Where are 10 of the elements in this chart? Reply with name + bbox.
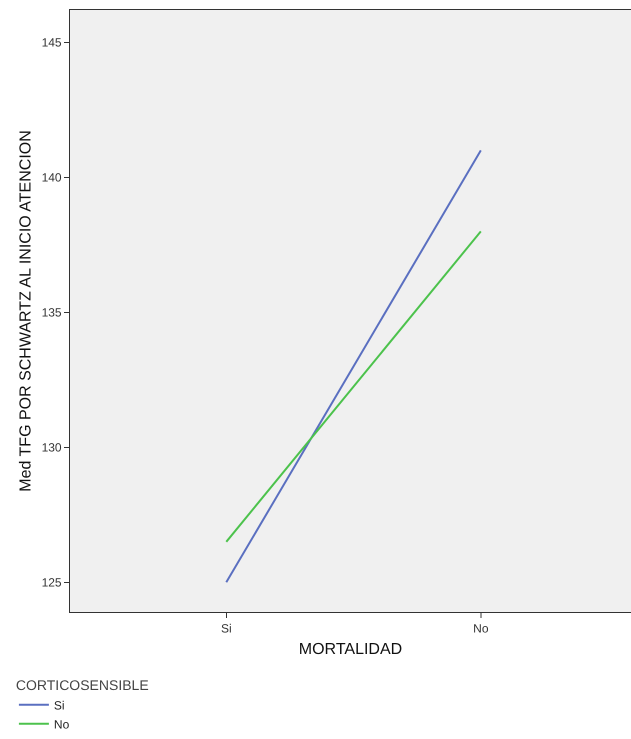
y-axis-title: Med TFG POR SCHWARTZ AL INICIO ATENCION [17, 130, 34, 492]
x-axis-title: MORTALIDAD [298, 641, 402, 658]
y-tick-label: 130 [42, 440, 62, 455]
legend-label: No [54, 717, 70, 732]
y-tick-label: 125 [42, 576, 62, 590]
y-tick-label: 140 [42, 170, 62, 185]
y-tick-label: 135 [42, 306, 62, 320]
legend-label: Si [54, 698, 65, 712]
legend-title: CORTICOSENSIBLE [16, 677, 149, 694]
y-tick-label: 145 [42, 36, 62, 50]
